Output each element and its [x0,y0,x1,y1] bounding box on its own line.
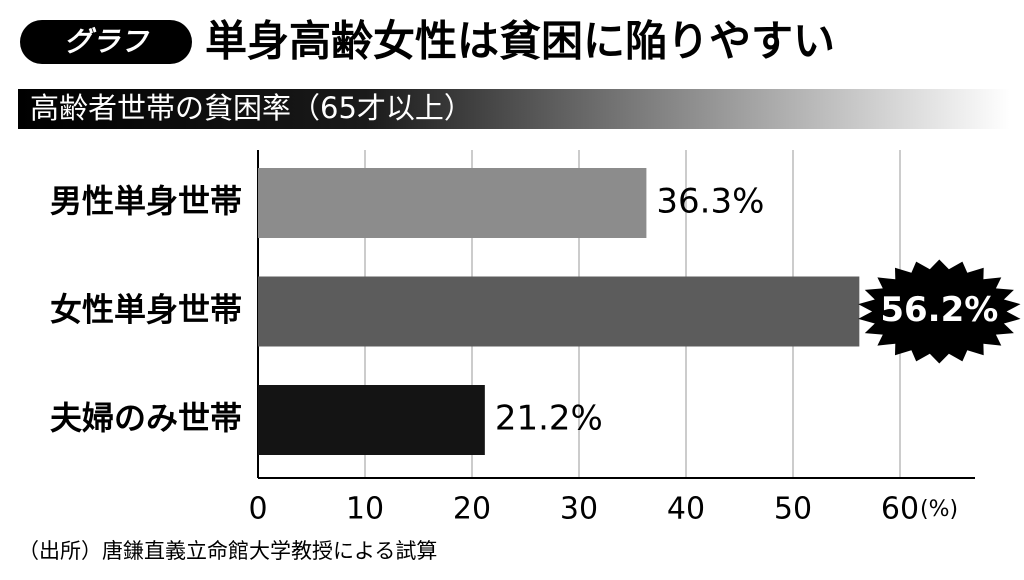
value-label: 21.2% [495,399,603,439]
badge-bg [20,20,192,64]
source: （出所）唐鎌直義立命館大学教授による試算 [18,539,437,563]
y-tick-label: 夫婦のみ世帯 [50,399,242,437]
y-tick-label: 男性単身世帯 [50,182,242,220]
badge: グラフ [64,25,150,58]
highlight-burst [858,259,1021,364]
value-label: 56.2% [880,290,998,330]
x-tick-label: 50 [774,492,812,527]
bar [258,276,860,347]
subtitle-bg [18,89,1010,129]
x-axis-label: (%) [920,497,958,522]
x-tick-label: 10 [346,492,384,527]
x-tick-label: 40 [667,492,705,527]
value-label: 36.3% [656,182,764,222]
x-tick-label: 20 [453,492,491,527]
x-tick-label: 30 [560,492,598,527]
bar [258,385,485,455]
bar [258,168,647,238]
x-tick-label: 0 [248,492,267,527]
x-tick-label: 60 [881,492,919,527]
y-tick-label: 女性単身世帯 [50,291,242,329]
subtitle: 高齢者世帯の貧困率（65才以上） [30,91,473,125]
chart-title: 単身高齢女性は貧困に陥りやすい [205,17,835,66]
